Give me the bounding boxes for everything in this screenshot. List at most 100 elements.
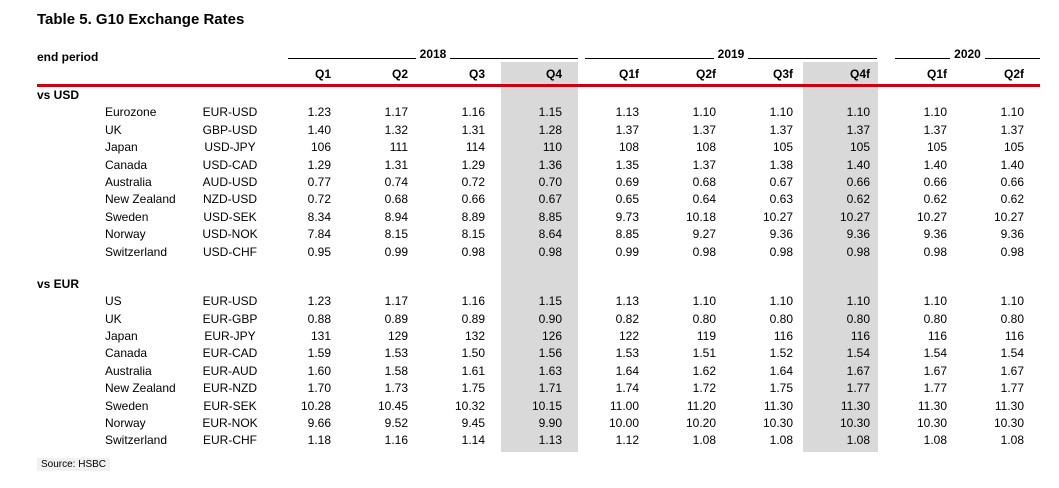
section-label-row: vs USD [37, 87, 1040, 104]
rate-cell: 8.34 [307, 209, 331, 224]
rate-cell: 11.30 [840, 398, 870, 413]
table-row: Switzerland EUR-CHF 1.18 1.16 1.14 1.13 1.12 1.… [37, 432, 1040, 449]
rate-cell: 1.08 [769, 433, 793, 448]
rate-cell: 11.30 [917, 398, 947, 413]
rate-cell: 1.10 [846, 294, 870, 309]
table-row: Australia EUR-AUD 1.60 1.58 1.61 1.63 1.64 1.62… [37, 363, 1040, 380]
rate-cell: 1.16 [384, 433, 408, 448]
country-cell: Eurozone [105, 105, 157, 120]
row-indent-cell [37, 157, 105, 174]
rate-cell: 108 [695, 140, 716, 155]
rate-cell: 9.45 [461, 416, 485, 431]
rate-cell: 1.60 [307, 363, 331, 378]
currency-pair-cell: EUR-SEK [203, 398, 257, 413]
rate-cell: 1.37 [846, 122, 870, 137]
rate-cell: 1.08 [1000, 433, 1024, 448]
rate-cell: 1.15 [538, 105, 562, 120]
highlight-band-2018-q4 [501, 62, 578, 452]
currency-pair-cell: EUR-GBP [202, 311, 258, 326]
country-cell: Norway [105, 227, 146, 242]
rate-cell: 1.40 [846, 157, 870, 172]
header-spacer-cell [190, 64, 270, 84]
rate-cell: 10.00 [608, 416, 639, 431]
row-indent-cell [37, 293, 105, 310]
rate-cell: 110 [542, 140, 562, 155]
row-indent-cell [37, 139, 105, 156]
row-indent-cell [37, 122, 105, 139]
rate-cell: 10.18 [685, 209, 716, 224]
rate-cell: 1.29 [461, 157, 485, 172]
rate-cell: 0.98 [846, 244, 870, 259]
rate-cell: 1.10 [923, 105, 947, 120]
country-cell: Japan [105, 140, 138, 155]
year-group-2018: 2018 [288, 46, 579, 61]
table-row: Japan EUR-JPY 131 129 132 126 122 119 116 116 116 1… [37, 328, 1040, 345]
rate-cell: 105 [1003, 140, 1024, 155]
table-row: New Zealand NZD-USD 0.72 0.68 0.66 0.67 0.65 0.… [37, 191, 1040, 208]
rate-cell: 0.98 [692, 244, 716, 259]
rate-cell: 1.75 [769, 381, 793, 396]
rate-cell: 129 [387, 329, 408, 344]
red-rule-divider [37, 84, 1040, 87]
rate-cell: 1.50 [461, 346, 485, 361]
rate-cell: 1.73 [384, 381, 408, 396]
rate-cell: 10.28 [300, 398, 331, 413]
currency-pair-cell: EUR-USD [202, 294, 258, 309]
rate-cell: 9.36 [923, 227, 947, 242]
quarter-header: Q4 [545, 67, 562, 81]
country-cell: Sweden [105, 398, 149, 413]
rate-cell: 9.73 [615, 209, 639, 224]
currency-pair-cell: USD-SEK [203, 209, 257, 224]
rate-cell: 1.37 [615, 122, 639, 137]
rate-cell: 1.59 [307, 346, 331, 361]
rate-cell: 116 [927, 329, 947, 344]
rate-cell: 1.32 [384, 122, 408, 137]
rate-cell: 8.15 [461, 227, 485, 242]
currency-pair-cell: EUR-CHF [203, 433, 257, 448]
country-cell: Switzerland [105, 433, 168, 448]
rate-cell: 1.77 [846, 381, 870, 396]
rate-cell: 1.12 [615, 433, 639, 448]
rate-cell: 1.10 [1000, 105, 1024, 120]
rate-cell: 114 [465, 140, 485, 155]
rate-cell: 119 [696, 329, 716, 344]
rate-cell: 0.80 [769, 311, 793, 326]
rate-cell: 0.68 [384, 192, 408, 207]
table-row: Canada USD-CAD 1.29 1.31 1.29 1.36 1.35 1.37 1.3… [37, 157, 1040, 174]
rate-cell: 0.98 [461, 244, 485, 259]
currency-pair-cell: USD-NOK [202, 227, 258, 242]
rate-cell: 1.36 [538, 157, 562, 172]
rate-cell: 11.00 [609, 398, 639, 413]
rate-cell: 10.30 [916, 416, 947, 431]
rate-cell: 1.31 [384, 157, 408, 172]
rate-cell: 0.80 [923, 311, 947, 326]
rate-cell: 0.66 [1000, 174, 1024, 189]
rate-cell: 1.70 [307, 381, 331, 396]
rate-cell: 10.32 [454, 398, 485, 413]
rate-cell: 1.13 [538, 433, 562, 448]
table-row: Norway USD-NOK 7.84 8.15 8.15 8.64 8.85 9.27 9.3… [37, 226, 1040, 243]
table-row: New Zealand EUR-NZD 1.70 1.73 1.75 1.71 1.74 1.… [37, 380, 1040, 397]
rate-cell: 0.72 [461, 174, 485, 189]
row-indent-cell [37, 380, 105, 397]
year-underline [984, 58, 1041, 59]
quarter-header: Q1f [618, 67, 639, 81]
rate-cell: 8.15 [384, 227, 408, 242]
rate-cell: 0.82 [615, 311, 639, 326]
rate-cell: 1.62 [692, 363, 716, 378]
rate-cell: 122 [618, 329, 639, 344]
header-spacer-cell [105, 64, 190, 84]
section-gap [37, 261, 1040, 276]
quarter-header-row: Q1 Q2 Q3 Q4 Q1f Q2f Q3f Q4f Q1f Q2f [37, 64, 1040, 84]
row-indent-cell [37, 328, 105, 345]
country-cell: Norway [105, 416, 146, 431]
rate-cell: 1.37 [692, 157, 716, 172]
rate-cell: 11.20 [686, 398, 716, 413]
quarter-header: Q2f [1003, 67, 1024, 81]
currency-pair-cell: EUR-AUD [202, 363, 258, 378]
year-group-2020: 2020 [895, 46, 1041, 61]
rate-cell: 1.31 [461, 122, 485, 137]
rate-cell: 0.99 [615, 244, 639, 259]
rate-cell: 1.67 [923, 363, 947, 378]
